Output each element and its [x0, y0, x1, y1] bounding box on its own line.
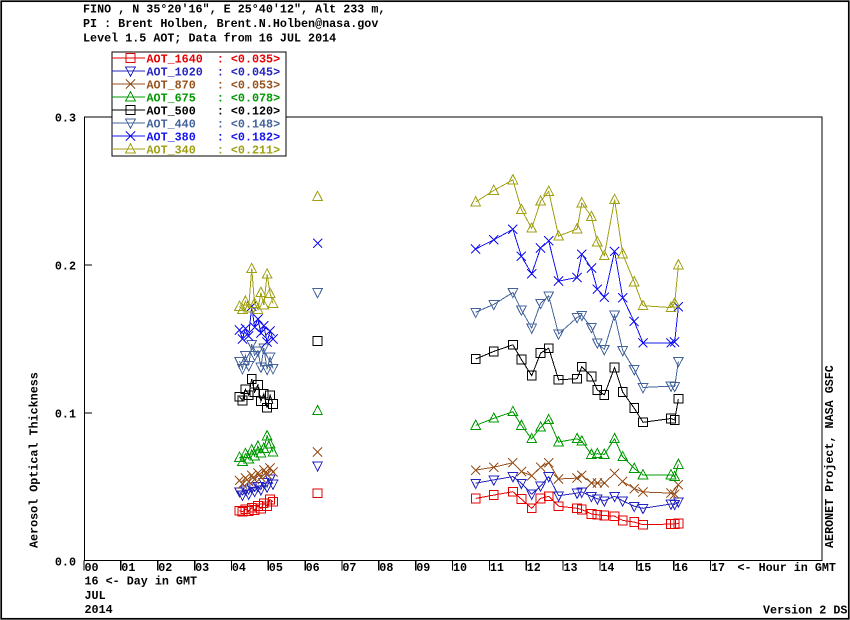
svg-text:0.1: 0.1 [55, 407, 76, 421]
svg-text:AOT_380 : <0.182>: AOT_380 : <0.182> [147, 130, 281, 144]
svg-text:02: 02 [158, 561, 172, 575]
svg-text:AOT_340 : <0.211>: AOT_340 : <0.211> [147, 143, 281, 157]
svg-text:12: 12 [527, 561, 541, 575]
svg-text:FINO , N 35°20'16", E 25°40'12: FINO , N 35°20'16", E 25°40'12", Alt 233… [83, 3, 385, 17]
svg-text:10: 10 [453, 561, 467, 575]
svg-text:<- Hour in GMT: <- Hour in GMT [738, 561, 836, 575]
svg-text:AOT_1020 : <0.045>: AOT_1020 : <0.045> [147, 65, 281, 79]
svg-text:AOT_500 : <0.120>: AOT_500 : <0.120> [147, 104, 281, 118]
svg-text:JUL: JUL [85, 589, 106, 603]
svg-text:14: 14 [600, 561, 614, 575]
svg-text:16: 16 [674, 561, 688, 575]
svg-text:13: 13 [564, 561, 578, 575]
svg-text:2014: 2014 [85, 603, 113, 617]
svg-text:Version 2 DS: Version 2 DS [763, 604, 847, 618]
svg-text:00: 00 [85, 561, 99, 575]
svg-text:09: 09 [416, 561, 430, 575]
svg-text:AOT_440 : <0.148>: AOT_440 : <0.148> [147, 117, 281, 131]
svg-text:15: 15 [637, 561, 651, 575]
svg-text:Aerosol Optical Thickness: Aerosol Optical Thickness [28, 372, 42, 548]
svg-text:AOT_1640 : <0.035>: AOT_1640 : <0.035> [147, 52, 281, 66]
svg-text:08: 08 [379, 561, 393, 575]
svg-text:01: 01 [121, 561, 135, 575]
svg-text:0.0: 0.0 [55, 555, 76, 569]
svg-text:0.3: 0.3 [55, 111, 76, 125]
svg-text:03: 03 [195, 561, 209, 575]
svg-text:17: 17 [711, 561, 725, 575]
svg-text:05: 05 [269, 561, 283, 575]
svg-text:AERONET Project, NASA GSFC: AERONET Project, NASA GSFC [823, 365, 837, 548]
svg-text:06: 06 [306, 561, 320, 575]
svg-text:AOT_675 : <0.078>: AOT_675 : <0.078> [147, 91, 281, 105]
svg-text:07: 07 [342, 561, 356, 575]
svg-text:PI : Brent Holben, Brent.N.Hol: PI : Brent Holben, Brent.N.Holben@nasa.g… [83, 17, 378, 31]
svg-text:Level 1.5 AOT; Data from 16 JU: Level 1.5 AOT; Data from 16 JUL 2014 [83, 32, 336, 46]
svg-text:11: 11 [490, 561, 504, 575]
svg-text:16 <- Day in GMT: 16 <- Day in GMT [85, 575, 198, 589]
svg-text:AOT_870 : <0.053>: AOT_870 : <0.053> [147, 78, 281, 92]
svg-text:0.2: 0.2 [55, 259, 76, 273]
svg-text:04: 04 [232, 561, 246, 575]
